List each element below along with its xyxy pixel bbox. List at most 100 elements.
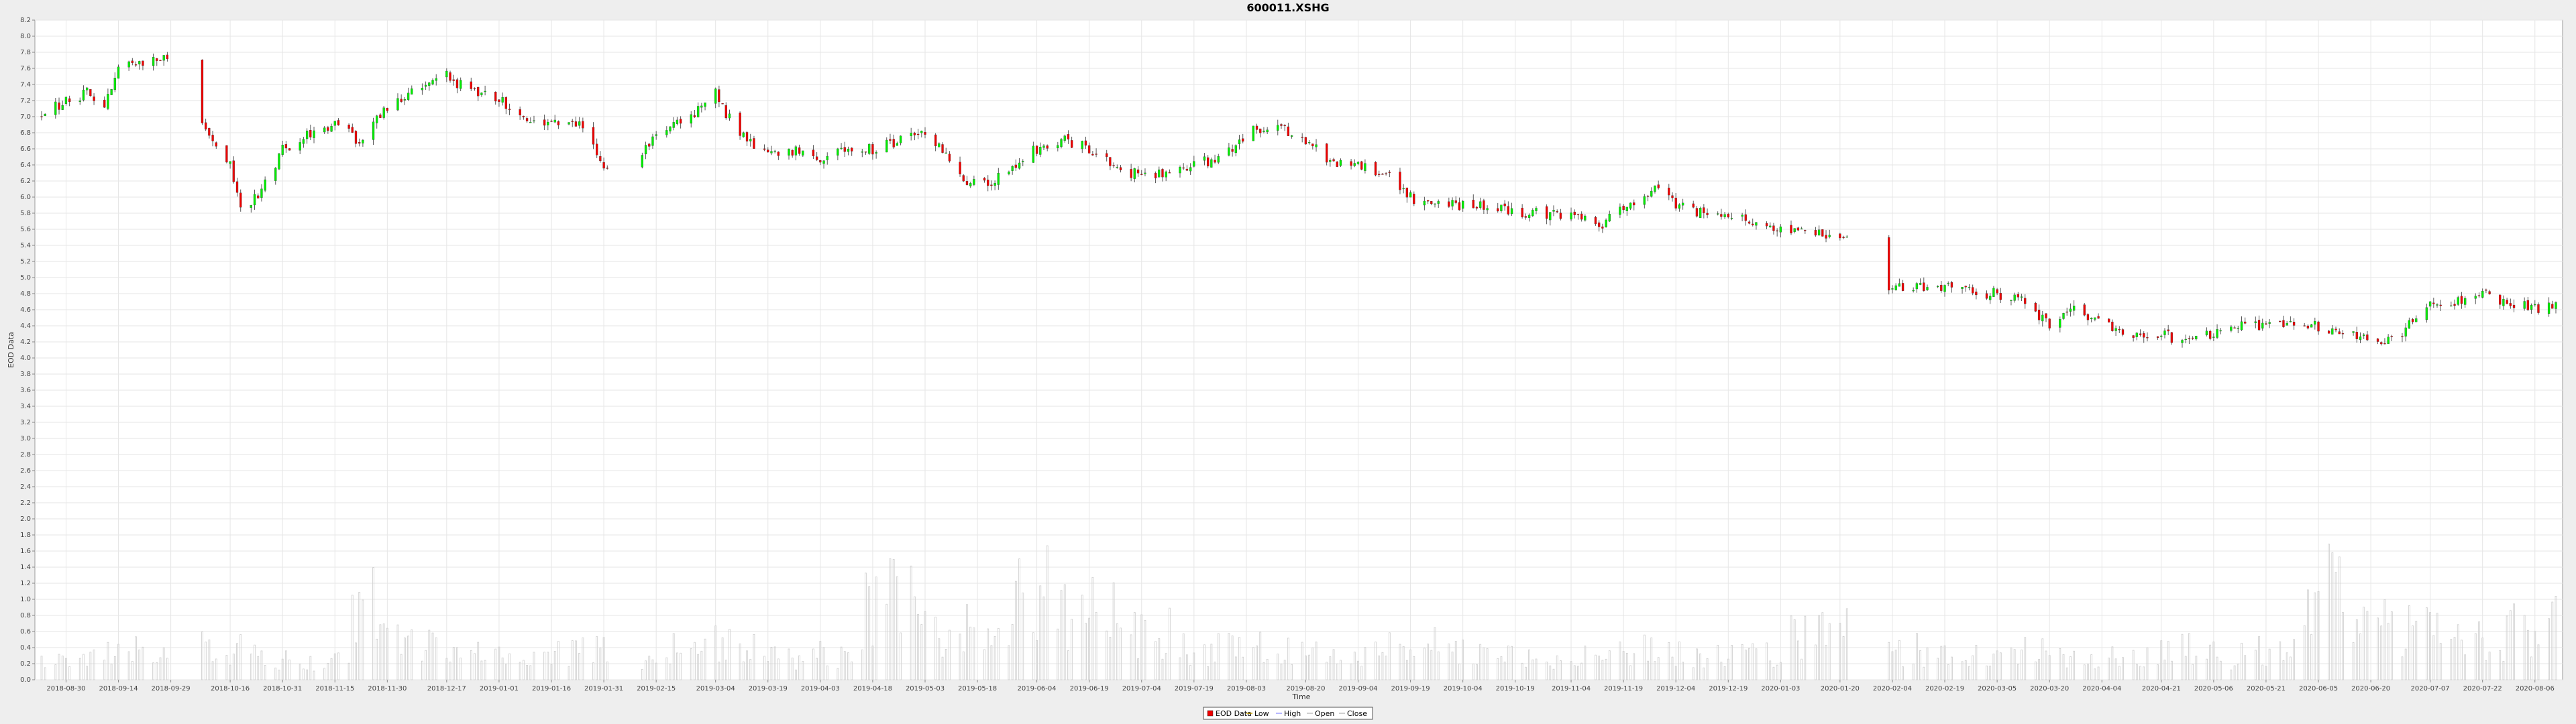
volume-bar	[1776, 664, 1778, 680]
volume-bar	[729, 629, 731, 680]
volume-bar	[1336, 663, 1338, 680]
candle-body	[2481, 291, 2484, 298]
volume-bar	[2457, 624, 2459, 680]
volume-bar	[330, 658, 333, 680]
candle-body	[484, 90, 486, 93]
candle-body	[372, 121, 375, 140]
volume-bar	[1095, 611, 1097, 680]
x-tick-label: 2019-03-19	[749, 685, 788, 692]
candle-body	[2045, 313, 2047, 318]
candle-body	[2355, 332, 2358, 339]
candle-body	[1633, 202, 1635, 206]
x-tick-label: 2018-09-14	[99, 685, 138, 692]
candle-body	[400, 99, 402, 102]
x-tick-label: 2020-03-05	[1978, 685, 2017, 692]
x-tick-label: 2019-09-04	[1338, 685, 1377, 692]
volume-bar	[2286, 652, 2288, 680]
candle-body	[644, 145, 647, 155]
candle-body	[714, 88, 717, 104]
volume-bar	[159, 657, 162, 680]
volume-bar	[2412, 625, 2414, 680]
volume-bar	[571, 640, 574, 680]
volume-bar	[1266, 658, 1269, 680]
x-tick-label: 2019-08-03	[1227, 685, 1266, 692]
candle-body	[1136, 169, 1140, 174]
candle-body	[501, 97, 504, 103]
volume-bar	[592, 662, 594, 680]
candle-body	[1035, 145, 1038, 154]
volume-bar	[2485, 660, 2487, 680]
candle-body	[1405, 187, 1409, 198]
volume-bar	[1703, 667, 1705, 680]
volume-bar	[2206, 658, 2208, 680]
volume-bar	[1360, 666, 1363, 680]
volume-bar	[1130, 634, 1132, 680]
y-tick-label: 4.0	[20, 355, 31, 362]
candle-body	[1556, 211, 1558, 213]
candle-body	[693, 115, 696, 117]
x-tick-label: 2019-07-04	[1122, 685, 1161, 692]
volume-bar	[543, 652, 545, 680]
volume-bar	[2219, 660, 2222, 680]
volume-bar	[407, 636, 409, 680]
candle-body	[2191, 337, 2194, 339]
volume-bar	[379, 624, 382, 680]
candle-body	[1378, 174, 1381, 175]
candle-body	[494, 92, 497, 102]
volume-bar	[1828, 623, 1831, 680]
volume-bar	[1137, 658, 1139, 680]
volume-bar	[1022, 593, 1024, 680]
candle-body	[449, 72, 451, 81]
candle-body	[103, 99, 106, 108]
candle-body	[1011, 166, 1014, 171]
volume-bar	[990, 645, 993, 680]
candle-body	[571, 121, 574, 122]
candle-body	[1828, 235, 1831, 237]
volume-bar	[2118, 666, 2121, 680]
volume-bar	[641, 669, 643, 680]
volume-bar	[1793, 619, 1796, 680]
candle-body	[1972, 287, 1974, 294]
volume-bar	[1109, 637, 1112, 680]
volume-bar	[1388, 632, 1391, 680]
volume-bar	[456, 647, 458, 680]
volume-bar	[2526, 629, 2529, 680]
candle-body	[2048, 318, 2051, 328]
volume-bar	[2453, 637, 2456, 680]
volume-bar	[1046, 545, 1049, 680]
volume-bar	[2013, 649, 2016, 680]
candle-body	[1144, 172, 1146, 174]
volume-bar	[1182, 633, 1185, 680]
volume-bar	[847, 652, 849, 680]
candle-body	[435, 78, 437, 81]
candle-body	[724, 105, 727, 119]
candle-body	[86, 87, 89, 90]
volume-bar	[232, 654, 235, 680]
y-tick-label: 2.6	[20, 467, 31, 475]
volume-bar	[1894, 650, 1897, 680]
candle-body	[354, 131, 358, 144]
candle-body	[1894, 285, 1897, 290]
candle-body	[327, 127, 329, 131]
volume-bar	[885, 603, 888, 680]
candle-body	[819, 160, 822, 163]
candle-body	[1451, 200, 1454, 206]
candle-body	[1277, 125, 1279, 131]
volume-bar	[1668, 642, 1670, 680]
candle-body	[1039, 147, 1042, 155]
candle-body	[1891, 288, 1894, 290]
candle-body	[1472, 200, 1474, 208]
candle-body	[1479, 201, 1482, 208]
candle-body	[2254, 321, 2257, 323]
volume-bar	[113, 656, 116, 680]
candle-body	[815, 156, 818, 160]
candle-body	[477, 86, 480, 97]
candle-body	[592, 127, 595, 145]
volume-bar	[994, 636, 996, 680]
candle-body	[1022, 161, 1024, 162]
candle-body	[1950, 282, 1953, 288]
x-tick-label: 2019-01-16	[532, 685, 571, 692]
candle-body	[424, 84, 427, 87]
volume-bar	[889, 558, 892, 680]
